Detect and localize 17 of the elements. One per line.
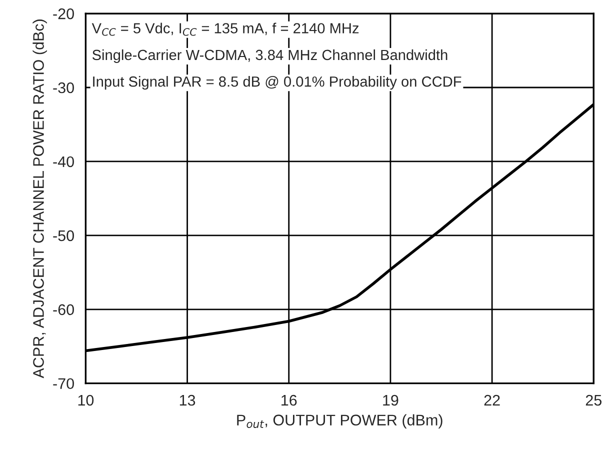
annotation: Input Signal PAR = 8.5 dB @ 0.01% Probability on CCDF xyxy=(93,76,462,90)
x-axis-title: P$_{out}$, OUTPUT POWER (dBm) xyxy=(237,414,442,428)
y-tick-label: -20 xyxy=(53,8,74,20)
x-tick-label: 16 xyxy=(282,394,297,406)
y-tick-label: -30 xyxy=(53,82,74,94)
x-tick-label: 10 xyxy=(78,394,94,406)
y-tick-label: -60 xyxy=(53,304,74,316)
y-tick-label: -40 xyxy=(53,156,74,168)
x-tick-label: 13 xyxy=(180,394,196,406)
x-tick-label: 25 xyxy=(586,394,602,406)
x-tick-label: 19 xyxy=(383,394,398,406)
y-axis-title: ACPR, ADJACENT CHANNEL POWER RATIO (dBc) xyxy=(32,20,47,378)
annotation: Single-Carrier W-CDMA, 3.84 MHz Channel Bandwidth xyxy=(92,49,448,63)
x-tick-label: 22 xyxy=(484,394,500,406)
y-tick-label: -70 xyxy=(53,378,74,390)
annotation: V$_{CC}$ = 5 Vdc, I$_{CC}$ = 135 mA, f = 2140 MHz xyxy=(92,22,359,36)
y-tick-label: -50 xyxy=(53,230,74,242)
